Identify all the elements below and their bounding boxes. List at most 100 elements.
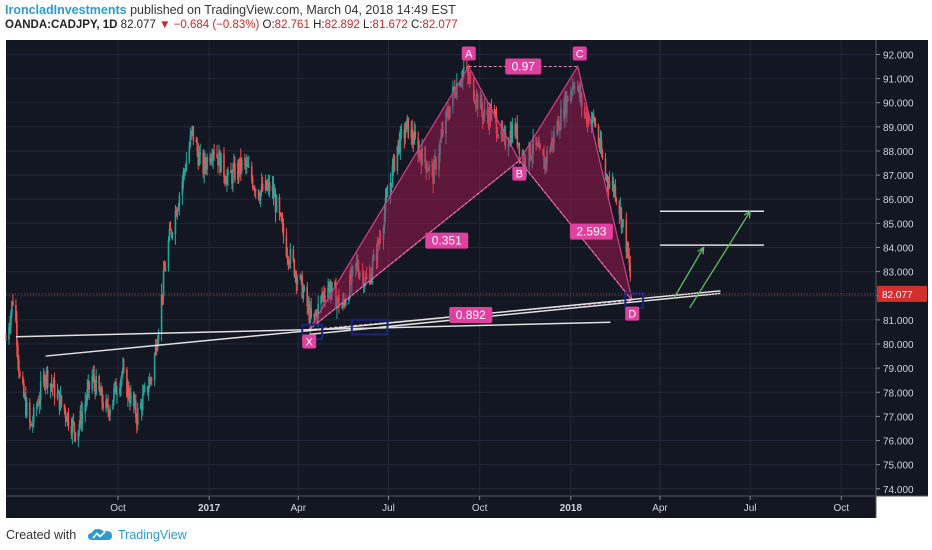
candle-body: [337, 295, 339, 301]
candle-body: [31, 422, 34, 426]
candle-body: [324, 296, 326, 298]
candle-body: [329, 284, 331, 296]
candle-body: [212, 151, 214, 160]
candle-body: [420, 155, 422, 166]
candle-body: [71, 420, 74, 435]
candle-body: [328, 284, 330, 288]
candle-body: [39, 381, 42, 401]
candle-body: [59, 395, 62, 410]
candle-body: [404, 132, 407, 139]
candle-body: [461, 80, 463, 83]
candle-body: [250, 166, 253, 180]
price-change: −0.684 (−0.83%): [173, 19, 260, 31]
candle-body: [42, 374, 45, 382]
candle-body: [198, 154, 201, 166]
candle-body: [87, 381, 90, 389]
candle-body: [398, 139, 401, 153]
candle-body: [323, 293, 325, 297]
candle-body: [150, 379, 153, 381]
candle-body: [204, 157, 206, 166]
y-tick-label: 77.000: [883, 412, 914, 423]
candle-body: [113, 388, 115, 400]
candle-body: [518, 142, 521, 154]
candle-body: [314, 313, 316, 315]
y-tick-label: 80.000: [883, 340, 914, 351]
candle-body: [438, 154, 440, 170]
candle-body: [397, 139, 400, 146]
candle-body: [480, 98, 483, 111]
candle-body: [525, 166, 528, 168]
candle-body: [155, 344, 158, 351]
open-label: O:: [262, 19, 275, 31]
candle-body: [493, 108, 496, 112]
candle-body: [557, 120, 559, 131]
y-tick-label: 81.000: [883, 316, 914, 327]
candle-body: [389, 182, 392, 197]
candle-body: [227, 170, 229, 177]
candle-body: [50, 384, 53, 386]
candle-body: [231, 173, 233, 184]
open-value: 82.761: [274, 19, 310, 31]
candle-body: [135, 417, 138, 425]
candle-body: [482, 115, 485, 120]
candle-body: [454, 88, 456, 96]
candle-body: [481, 110, 484, 120]
candle-body: [121, 373, 123, 379]
candle-body: [336, 300, 338, 309]
candle-body: [185, 161, 188, 171]
candle-body: [223, 153, 225, 177]
candle-body: [252, 187, 255, 189]
candle-body: [578, 86, 581, 99]
candle-body: [24, 396, 26, 398]
target-arrow-shaft: [673, 247, 705, 299]
candle-body: [378, 239, 381, 244]
candle-body: [188, 146, 191, 162]
candle-body: [58, 391, 61, 410]
candle-body: [566, 96, 568, 114]
tradingview-brand[interactable]: TradingView: [118, 528, 187, 542]
candle-body: [613, 185, 616, 192]
candle-body: [488, 108, 491, 126]
candle-body: [210, 159, 212, 162]
candle-body: [45, 369, 48, 380]
candle-body: [197, 151, 200, 166]
candle-body: [586, 116, 589, 124]
candle-body: [241, 159, 243, 171]
candle-body: [177, 206, 180, 211]
candle-body: [282, 223, 285, 237]
candle-body: [274, 194, 277, 213]
candle-body: [199, 152, 202, 155]
candle-body: [320, 295, 322, 304]
candle-body: [490, 108, 493, 121]
candle-body: [313, 313, 315, 318]
trendline: [309, 292, 721, 336]
author-link[interactable]: IroncladInvestments: [5, 3, 127, 17]
candle-body: [410, 129, 413, 138]
y-tick-label: 87.000: [883, 171, 914, 182]
candle-body: [72, 420, 75, 423]
candle-body: [37, 403, 40, 405]
candle-body: [11, 301, 13, 313]
candle-body: [620, 207, 623, 228]
candle-body: [287, 258, 290, 264]
candle-body: [371, 260, 374, 275]
candle-body: [411, 129, 414, 141]
candle-body: [174, 210, 177, 235]
chart-header: IroncladInvestments published on Trading…: [0, 0, 932, 40]
candle-body: [94, 383, 96, 395]
candle-body: [615, 198, 618, 202]
candle-body: [170, 230, 173, 236]
candle-body: [247, 166, 250, 168]
candle-body: [32, 407, 35, 423]
candle-body: [556, 130, 558, 133]
candle-body: [171, 234, 174, 236]
candle-body: [253, 187, 256, 192]
candle-body: [559, 129, 561, 131]
candle-body: [25, 396, 27, 416]
candle-body: [192, 126, 195, 141]
candle-body: [496, 133, 499, 137]
candle-body: [260, 183, 263, 192]
candle-body: [452, 87, 454, 106]
last-price: 82.077: [120, 19, 156, 31]
price-chart[interactable]: 74.000 75.000 76.000 77.000 78.000 79.000 80.0…: [0, 38, 932, 520]
